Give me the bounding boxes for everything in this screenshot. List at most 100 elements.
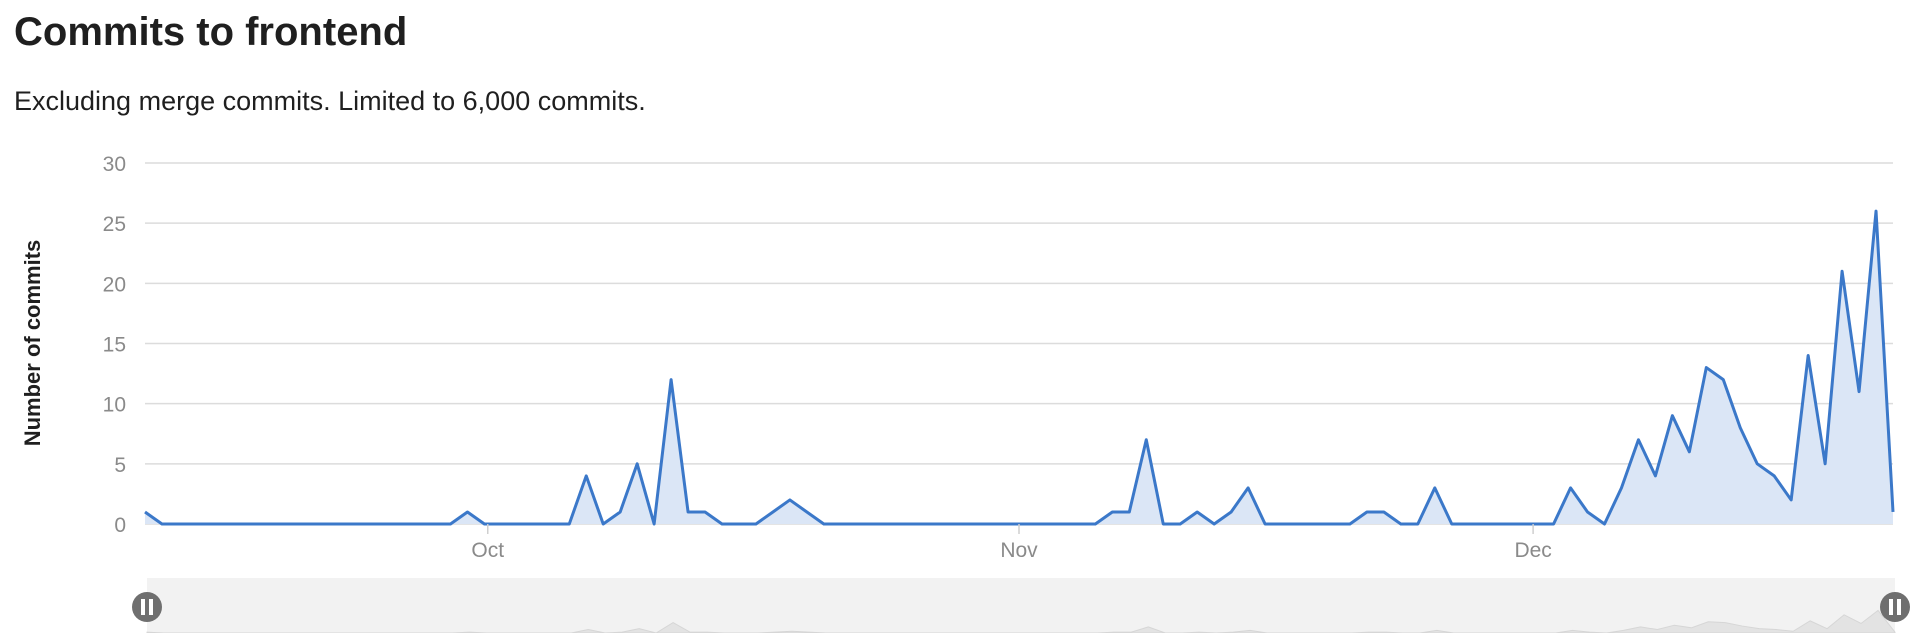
data-point xyxy=(821,521,827,527)
data-point xyxy=(957,521,963,527)
data-point xyxy=(142,509,148,515)
navigator-right-handle[interactable] xyxy=(1880,592,1910,622)
data-point xyxy=(431,521,437,527)
data-point xyxy=(1517,521,1523,527)
data-point xyxy=(685,509,691,515)
data-point xyxy=(770,509,776,515)
data-point xyxy=(1737,425,1743,431)
y-tick-label: 25 xyxy=(103,213,126,236)
pause-handle-icon[interactable] xyxy=(132,592,162,622)
data-point xyxy=(906,521,912,527)
data-point xyxy=(1381,509,1387,515)
data-point xyxy=(855,521,861,527)
handle-grip-bar xyxy=(1889,599,1893,615)
data-point xyxy=(889,521,895,527)
data-point xyxy=(1262,521,1268,527)
data-point xyxy=(566,521,572,527)
data-point xyxy=(1330,521,1336,527)
data-point xyxy=(363,521,369,527)
y-axis-ticks: 0 5 10 15 20 25 30 xyxy=(103,153,126,537)
data-point xyxy=(1008,521,1014,527)
data-point xyxy=(634,461,640,467)
pause-handle-icon[interactable] xyxy=(1880,592,1910,622)
data-point xyxy=(1534,521,1540,527)
handle-grip-bar xyxy=(141,599,145,615)
data-point xyxy=(1771,473,1777,479)
data-point xyxy=(1635,437,1641,443)
data-point xyxy=(872,521,878,527)
commits-area-fill xyxy=(145,211,1893,524)
data-point xyxy=(923,521,929,527)
data-point xyxy=(481,521,487,527)
data-point xyxy=(974,521,980,527)
data-point xyxy=(1398,521,1404,527)
data-point xyxy=(1160,521,1166,527)
data-point xyxy=(295,521,301,527)
data-point xyxy=(1109,509,1115,515)
y-tick-label: 30 xyxy=(103,153,126,176)
handle-grip-bar xyxy=(1897,599,1901,615)
y-tick-label: 20 xyxy=(103,273,126,296)
data-point xyxy=(1652,473,1658,479)
data-point xyxy=(1177,521,1183,527)
data-point xyxy=(244,521,250,527)
data-point xyxy=(380,521,386,527)
data-point xyxy=(1703,365,1709,371)
data-point xyxy=(1856,389,1862,395)
data-point xyxy=(838,521,844,527)
navigator-background[interactable] xyxy=(147,578,1895,633)
data-point xyxy=(1500,521,1506,527)
y-axis-label: Number of commits xyxy=(20,240,45,447)
x-tick-label: Oct xyxy=(471,539,504,562)
data-point xyxy=(1551,521,1557,527)
page-subtitle: Excluding merge commits. Limited to 6,00… xyxy=(14,86,646,116)
range-navigator[interactable] xyxy=(132,578,1910,633)
y-tick-label: 10 xyxy=(103,394,126,417)
data-point xyxy=(1686,449,1692,455)
data-point xyxy=(1041,521,1047,527)
data-point xyxy=(1669,413,1675,419)
y-tick-label: 15 xyxy=(103,334,126,357)
data-point xyxy=(1720,377,1726,383)
data-point xyxy=(1364,509,1370,515)
data-point xyxy=(753,521,759,527)
data-point xyxy=(1568,485,1574,491)
data-point xyxy=(176,521,182,527)
data-point xyxy=(193,521,199,527)
data-point xyxy=(1890,509,1896,515)
data-point xyxy=(278,521,284,527)
x-tick-label: Dec xyxy=(1514,539,1551,562)
data-point xyxy=(397,521,403,527)
data-point xyxy=(532,521,538,527)
data-point xyxy=(159,521,165,527)
data-point xyxy=(1211,521,1217,527)
data-point xyxy=(1194,509,1200,515)
data-point xyxy=(787,497,793,503)
data-point xyxy=(1279,521,1285,527)
data-point xyxy=(1839,268,1845,274)
data-point xyxy=(940,521,946,527)
data-point xyxy=(515,521,521,527)
data-point xyxy=(1601,521,1607,527)
data-point xyxy=(227,521,233,527)
x-axis-ticks: Oct Nov Dec xyxy=(471,524,1552,562)
page-title: Commits to frontend xyxy=(14,10,408,54)
data-point xyxy=(549,521,555,527)
data-point xyxy=(329,521,335,527)
data-point xyxy=(1245,485,1251,491)
navigator-left-handle[interactable] xyxy=(132,592,162,622)
data-point xyxy=(1075,521,1081,527)
data-point xyxy=(1754,461,1760,467)
data-point xyxy=(1585,509,1591,515)
data-point xyxy=(583,473,589,479)
data-point xyxy=(346,521,352,527)
data-point xyxy=(600,521,606,527)
data-point xyxy=(1024,521,1030,527)
y-tick-label: 5 xyxy=(114,454,126,477)
data-point xyxy=(617,509,623,515)
data-point xyxy=(651,521,657,527)
data-point xyxy=(1873,208,1879,214)
data-point xyxy=(1483,521,1489,527)
data-point xyxy=(447,521,453,527)
data-point xyxy=(1228,509,1234,515)
